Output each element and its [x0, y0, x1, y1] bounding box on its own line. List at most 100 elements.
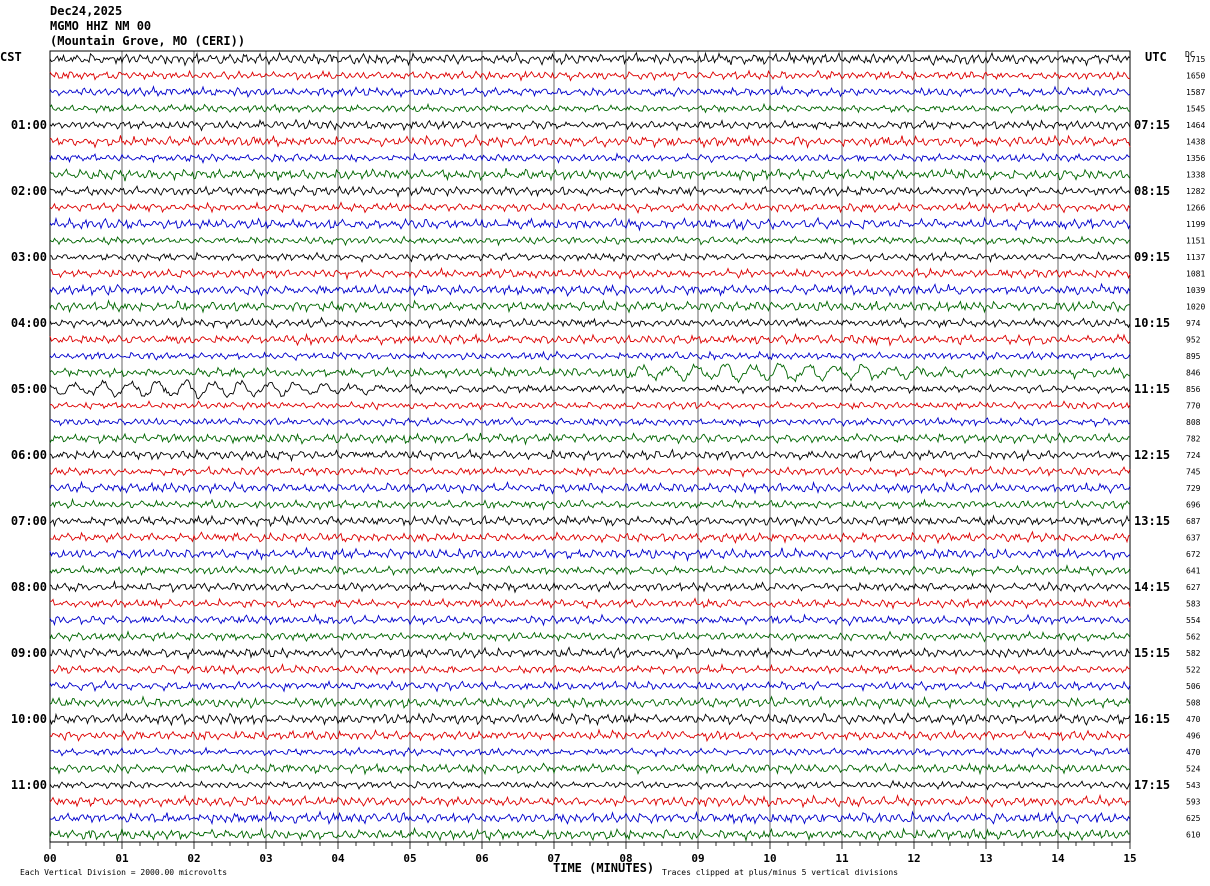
cst-hour-label: 03:00 — [11, 250, 47, 264]
trace-row-11 — [49, 235, 1131, 247]
dc-offset-label: 856 — [1186, 385, 1201, 394]
dc-offset-label: 508 — [1186, 699, 1201, 708]
dc-offset-label: 1081 — [1186, 270, 1205, 279]
x-tick-label: 12 — [907, 852, 920, 865]
dc-offset-label: 470 — [1186, 715, 1201, 724]
dc-offset-label: 470 — [1186, 748, 1201, 757]
trace-row-34 — [49, 613, 1131, 627]
trace-row-43 — [49, 762, 1131, 776]
trace-row-8 — [49, 184, 1131, 198]
trace-row-6 — [49, 152, 1131, 164]
trace-row-29 — [49, 530, 1131, 545]
cst-label: CST — [0, 50, 22, 64]
trace-row-40 — [49, 712, 1131, 727]
trace-row-26 — [49, 480, 1131, 495]
x-tick-label: 11 — [835, 852, 849, 865]
x-tick-label: 07 — [547, 852, 560, 865]
dc-offset-label: 1020 — [1186, 303, 1205, 312]
trace-row-19 — [49, 362, 1131, 384]
trace-row-46 — [49, 810, 1131, 826]
x-tick-label: 13 — [979, 852, 992, 865]
utc-hour-label: 11:15 — [1134, 382, 1170, 396]
station-label: MGMO HHZ NM 00 — [50, 19, 152, 33]
dc-offset-label: 808 — [1186, 418, 1201, 427]
dc-offset-label: 625 — [1186, 814, 1201, 823]
trace-row-27 — [49, 497, 1131, 511]
x-tick-label: 00 — [43, 852, 56, 865]
cst-hour-label: 02:00 — [11, 184, 47, 198]
x-tick-label: 10 — [763, 852, 776, 865]
cst-hour-label: 07:00 — [11, 514, 47, 528]
trace-row-38 — [49, 679, 1131, 693]
cst-hour-label: 04:00 — [11, 316, 47, 330]
utc-hour-label: 10:15 — [1134, 316, 1170, 330]
utc-hour-label: 13:15 — [1134, 514, 1170, 528]
dc-offset-label: 974 — [1186, 319, 1201, 328]
trace-row-23 — [49, 432, 1131, 446]
trace-row-1 — [49, 69, 1130, 82]
x-tick-label: 03 — [259, 852, 272, 865]
dc-offset-label: 672 — [1186, 550, 1201, 559]
dc-offset-label: 782 — [1186, 435, 1201, 444]
cst-hour-label: 05:00 — [11, 382, 47, 396]
trace-row-39 — [49, 695, 1131, 710]
dc-offset-label: 496 — [1186, 732, 1201, 741]
utc-hour-label: 07:15 — [1134, 118, 1170, 132]
x-tick-label: 02 — [187, 852, 200, 865]
utc-hour-label: 08:15 — [1134, 184, 1170, 198]
trace-row-15 — [49, 299, 1131, 314]
dc-offset-label: 696 — [1186, 501, 1201, 510]
trace-row-10 — [49, 216, 1131, 232]
dc-offset-label: 554 — [1186, 616, 1201, 625]
dc-offset-label: 1199 — [1186, 220, 1205, 229]
trace-row-31 — [49, 564, 1131, 577]
dc-offset-label: 522 — [1186, 666, 1201, 675]
trace-row-47 — [49, 826, 1131, 843]
dc-offset-label: 1137 — [1186, 253, 1205, 262]
x-tick-label: 04 — [331, 852, 345, 865]
dc-offset-label: 1356 — [1186, 154, 1205, 163]
date-label: Dec24,2025 — [50, 4, 123, 18]
trace-row-45 — [49, 793, 1131, 809]
dc-offset-label: 562 — [1186, 633, 1201, 642]
dc-offset-label: 627 — [1186, 583, 1201, 592]
dc-offset-label: 1715 — [1186, 55, 1205, 64]
x-tick-label: 06 — [475, 852, 489, 865]
trace-row-12 — [50, 251, 1131, 264]
trace-row-36 — [49, 646, 1131, 661]
trace-row-35 — [49, 630, 1131, 643]
trace-row-41 — [49, 728, 1131, 743]
x-tick-label: 14 — [1051, 852, 1065, 865]
trace-row-20 — [49, 379, 1131, 400]
dc-offset-label: 637 — [1186, 534, 1201, 543]
cst-hour-label: 08:00 — [11, 580, 47, 594]
dc-offset-label: 895 — [1186, 352, 1201, 361]
cst-hour-label: 10:00 — [11, 712, 47, 726]
trace-row-5 — [49, 133, 1131, 150]
dc-offset-label: 770 — [1186, 402, 1201, 411]
trace-row-21 — [49, 400, 1131, 411]
dc-offset-label: 1039 — [1186, 286, 1205, 295]
dc-offset-label: 1151 — [1186, 237, 1205, 246]
dc-offset-label: 524 — [1186, 765, 1201, 774]
trace-row-14 — [49, 282, 1131, 297]
trace-row-17 — [49, 332, 1131, 347]
dc-offset-label: 610 — [1186, 831, 1201, 840]
trace-row-33 — [49, 597, 1131, 610]
trace-row-22 — [49, 416, 1131, 428]
utc-hour-label: 15:15 — [1134, 646, 1170, 660]
trace-row-4 — [49, 118, 1131, 132]
x-tick-label: 09 — [691, 852, 704, 865]
trace-row-13 — [49, 266, 1131, 281]
x-tick-label: 15 — [1123, 852, 1136, 865]
dc-offset-label: 1545 — [1186, 105, 1205, 114]
dc-offset-label: 506 — [1186, 682, 1201, 691]
trace-row-44 — [49, 779, 1131, 791]
dc-offset-label: 952 — [1186, 336, 1201, 345]
cst-hour-label: 06:00 — [11, 448, 47, 462]
trace-row-3 — [49, 102, 1131, 114]
dc-label: DC — [1185, 50, 1195, 59]
dc-offset-label: 1338 — [1186, 171, 1205, 180]
dc-offset-label: 745 — [1186, 468, 1201, 477]
trace-row-28 — [49, 514, 1131, 528]
